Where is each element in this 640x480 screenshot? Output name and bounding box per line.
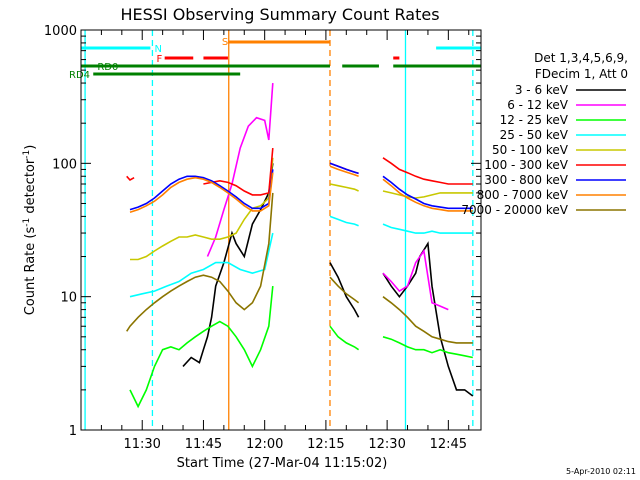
legend-label: 800 - 7000 keV — [477, 188, 569, 202]
y-tick-label: 1000 — [44, 24, 77, 39]
series-line-8 — [126, 192, 274, 332]
legend-label: 6 - 12 keV — [507, 98, 569, 112]
x-tick-label: 12:00 — [246, 437, 283, 452]
y-axis-label: Count Rate (s-1 detector-1) — [22, 145, 38, 316]
x-tick-label: 11:30 — [123, 437, 160, 452]
series-line-0 — [329, 262, 360, 318]
series-line-5 — [382, 157, 473, 185]
series-line-8 — [329, 276, 360, 304]
footer-date: 5-Apr-2010 02:11 — [566, 467, 636, 476]
series-line-5 — [126, 175, 135, 182]
plot-frame — [80, 29, 482, 431]
series-line-7 — [329, 165, 359, 178]
flag-label-s: S — [222, 37, 228, 48]
x-tick-label: 12:15 — [307, 437, 344, 452]
series-line-4 — [329, 183, 359, 192]
series-line-2 — [129, 286, 274, 409]
legend-header-2: FDecim 1, Att 0 — [535, 67, 628, 81]
series-line-7 — [382, 178, 473, 212]
series-group — [126, 83, 474, 409]
flag-bars: NF S RD0 RD4 — [69, 37, 481, 81]
legend-label: 100 - 300 keV — [484, 158, 568, 172]
y-tick-label: 100 — [52, 157, 77, 172]
series-line-1 — [206, 83, 274, 257]
legend-label: 7000 - 20000 keV — [461, 203, 568, 217]
x-tick-label: 12:45 — [430, 437, 467, 452]
flag-label-rd4: RD4 — [69, 70, 90, 81]
legend-label: 12 - 25 keV — [500, 113, 569, 127]
series-line-7 — [129, 172, 274, 213]
x-tick-label: 12:30 — [368, 437, 405, 452]
legend-label: 50 - 100 keV — [492, 143, 569, 157]
legend-label: 300 - 800 keV — [484, 173, 568, 187]
flag-label-f: F — [157, 54, 163, 65]
legend-label: 25 - 50 keV — [500, 128, 569, 142]
legend-label: 3 - 6 keV — [515, 83, 569, 97]
series-line-4 — [382, 190, 473, 199]
flag-label-n: N — [154, 44, 161, 55]
x-axis: 11:30 11:45 12:00 12:15 12:30 12:45 — [100, 30, 470, 452]
series-line-6 — [382, 175, 473, 210]
series-line-6 — [129, 169, 274, 211]
y-tick-label: 10 — [60, 291, 77, 306]
series-line-3 — [382, 223, 473, 234]
series-line-3 — [329, 215, 359, 227]
series-line-8 — [382, 296, 473, 344]
series-line-2 — [329, 325, 360, 351]
chart-title: HESSI Observing Summary Count Rates — [120, 5, 439, 24]
marker-lines — [84, 30, 474, 430]
series-line-2 — [382, 336, 473, 359]
series-line-5 — [203, 148, 274, 196]
legend-header-1: Det 1,3,4,5,6,9, — [534, 51, 628, 65]
series-line-1 — [382, 248, 449, 311]
legend: Det 1,3,4,5,6,9, FDecim 1, Att 0 3 - 6 k… — [461, 51, 628, 217]
y-tick-label: 1 — [69, 424, 77, 439]
x-axis-label: Start Time (27-Mar-04 11:15:02) — [177, 456, 388, 471]
series-line-4 — [130, 157, 274, 261]
series-line-6 — [329, 162, 359, 175]
y-axis: 1 10 100 1000 — [44, 24, 481, 439]
series-line-3 — [129, 232, 274, 298]
series-line-0 — [382, 241, 474, 397]
x-tick-label: 11:45 — [185, 437, 222, 452]
flag-label-rd0: RD0 — [97, 62, 118, 73]
